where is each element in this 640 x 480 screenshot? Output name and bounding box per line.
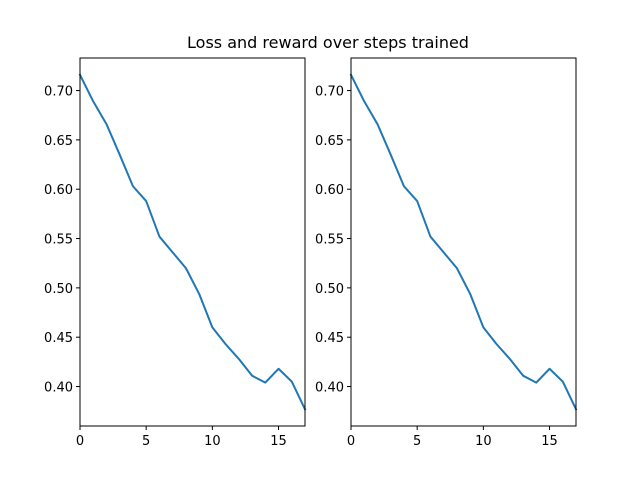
x-tick-label: 5 xyxy=(142,434,150,449)
series-line-1 xyxy=(78,73,307,411)
y-tick-label: 0.70 xyxy=(44,85,73,100)
axes-frame xyxy=(350,57,577,427)
y-tick-label: 0.65 xyxy=(44,134,73,149)
y-tick-label: 0.40 xyxy=(315,381,344,396)
axes-frame xyxy=(79,57,306,427)
y-tick-label: 0.45 xyxy=(315,331,344,346)
figure-title: Loss and reward over steps trained xyxy=(187,33,469,52)
plots: 0 5 10 15 0.40 0.45 0.50 0.55 0.60 0.65 0.70 0 5 10 15… xyxy=(44,57,578,449)
axes-1: 0 5 10 15 0.40 0.45 0.50 0.55 0.60 0.65 0.70 xyxy=(44,57,307,449)
y-tick-label: 0.50 xyxy=(44,282,73,297)
x-tick-label: 15 xyxy=(270,434,287,449)
x-tick-label: 0 xyxy=(76,434,84,449)
y-tick-label: 0.55 xyxy=(44,233,73,248)
y-tick-label: 0.60 xyxy=(44,183,73,198)
axes-2: 0 5 10 15 0.40 0.45 0.50 0.55 0.60 0.65 0.70 xyxy=(315,57,578,449)
y-tick-label: 0.40 xyxy=(44,381,73,396)
y-tick-label: 0.60 xyxy=(315,183,344,198)
x-tick-label: 10 xyxy=(475,434,492,449)
series-line-1 xyxy=(349,73,578,411)
x-tick-label: 10 xyxy=(204,434,221,449)
y-tick-label: 0.65 xyxy=(315,134,344,149)
y-tick-label: 0.50 xyxy=(315,282,344,297)
y-tick-label: 0.70 xyxy=(315,85,344,100)
x-tick-label: 15 xyxy=(541,434,558,449)
y-tick-label: 0.55 xyxy=(315,233,344,248)
x-tick-label: 0 xyxy=(347,434,355,449)
y-tick-label: 0.45 xyxy=(44,331,73,346)
x-tick-label: 5 xyxy=(413,434,421,449)
